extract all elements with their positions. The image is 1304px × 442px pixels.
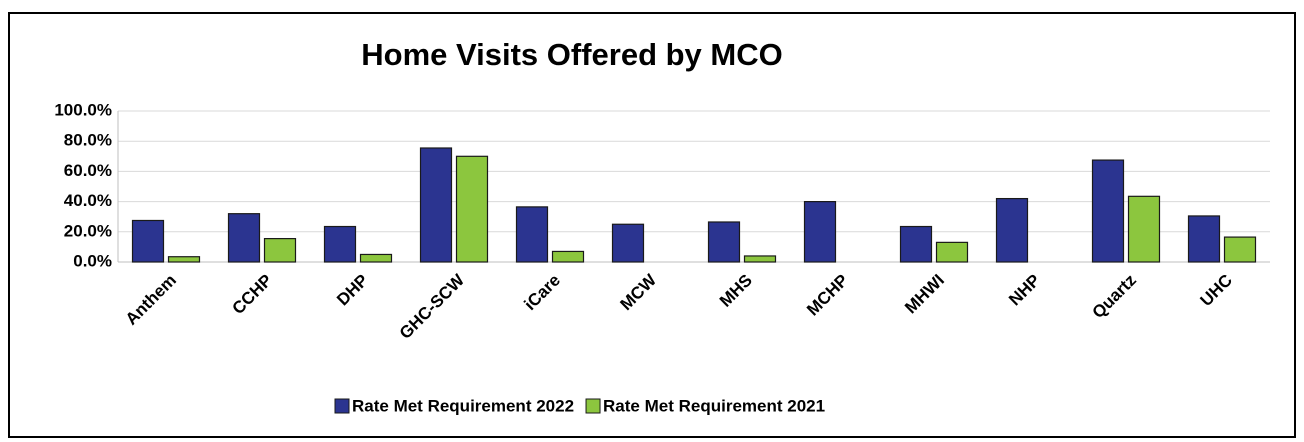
bar <box>359 253 393 263</box>
y-tick-label: 0.0% <box>73 251 112 270</box>
bar <box>419 147 453 263</box>
bar <box>1223 236 1257 263</box>
legend-swatch <box>585 398 601 414</box>
bar <box>935 241 969 263</box>
legend-label: Rate Met Requirement 2022 <box>352 396 574 415</box>
bar <box>707 221 741 263</box>
bar <box>455 155 489 263</box>
chart-title: Home Visits Offered by MCO <box>361 37 782 72</box>
y-tick-label: 80.0% <box>64 131 112 150</box>
legend-swatch <box>334 398 350 414</box>
y-tick-label: 100.0% <box>54 100 112 119</box>
bar <box>803 201 837 263</box>
bar <box>515 206 549 263</box>
bar <box>995 197 1029 263</box>
y-tick-label: 20.0% <box>64 221 112 240</box>
chart-frame <box>8 12 1296 438</box>
bar <box>899 225 933 263</box>
bar <box>743 255 777 263</box>
bar <box>1091 159 1125 263</box>
bar <box>131 219 165 263</box>
legend-label: Rate Met Requirement 2021 <box>603 396 825 415</box>
y-tick-label: 60.0% <box>64 161 112 180</box>
bar <box>263 237 297 263</box>
bar <box>1127 195 1161 263</box>
bar <box>167 256 201 263</box>
bar <box>551 250 585 263</box>
bar <box>611 223 645 263</box>
y-tick-label: 40.0% <box>64 191 112 210</box>
bar <box>323 225 357 263</box>
bar <box>1187 215 1221 263</box>
bar <box>227 213 261 263</box>
